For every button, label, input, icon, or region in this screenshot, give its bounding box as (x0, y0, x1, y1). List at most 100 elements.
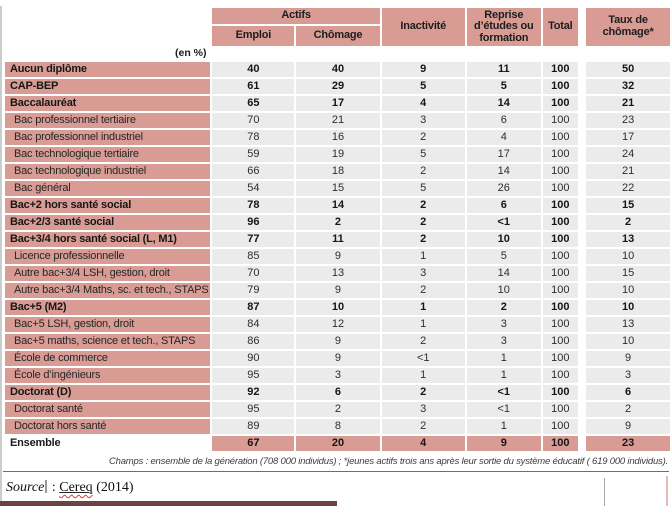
cell-reprise: <1 (466, 402, 541, 417)
cell-emploi: 95 (212, 368, 295, 383)
header-actifs: Actifs (212, 8, 380, 24)
cell-total: 100 (542, 164, 578, 179)
cell-emploi: 61 (212, 79, 295, 94)
cell-taux: 9 (586, 419, 670, 434)
table-row: Bac+2/3 santé social 96 2 2 <1 100 2 (5, 215, 670, 230)
row-label: Bac+3/4 hors santé social (L, M1) (5, 232, 211, 247)
column-gap (580, 164, 584, 179)
row-label: Autre bac+3/4 Maths, sc. et tech., STAPS (5, 283, 211, 298)
column-gap (580, 368, 584, 383)
column-gap (580, 351, 584, 366)
cell-total: 100 (542, 62, 578, 77)
header-chomage: Chômage (296, 26, 380, 46)
cell-reprise: 11 (466, 62, 541, 77)
column-gap (580, 402, 584, 417)
table-row: Baccalauréat 65 17 4 14 100 21 (5, 96, 670, 111)
column-gap (580, 317, 584, 332)
cell-total: 100 (542, 419, 578, 434)
cell-emploi: 89 (212, 419, 295, 434)
row-label: Bac+2/3 santé social (5, 215, 211, 230)
cell-chomage: 17 (296, 96, 380, 111)
cell-inactivite: 2 (381, 130, 465, 145)
cell-chomage: 15 (296, 181, 380, 196)
cell-total: 100 (542, 436, 578, 451)
cell-chomage: 8 (296, 419, 380, 434)
column-gap (580, 113, 584, 128)
cell-chomage: 9 (296, 334, 380, 349)
cell-chomage: 10 (296, 300, 380, 315)
cell-total: 100 (542, 79, 578, 94)
cell-emploi: 70 (212, 113, 295, 128)
cell-taux: 3 (586, 368, 670, 383)
cell-emploi: 95 (212, 402, 295, 417)
row-label: Bac+5 LSH, gestion, droit (5, 317, 211, 332)
cell-inactivite: 9 (381, 62, 465, 77)
table-footnote: Champs : ensemble de la génération (708 … (3, 453, 669, 472)
header-total: Total (542, 8, 578, 46)
cell-reprise: 14 (466, 164, 541, 179)
diploma-employment-table: Actifs Inactivité Reprise d’études ou fo… (3, 6, 672, 453)
cell-inactivite: 3 (381, 113, 465, 128)
cell-total: 100 (542, 96, 578, 111)
cell-total: 100 (542, 249, 578, 264)
cell-inactivite: 2 (381, 419, 465, 434)
source-year: (2014) (92, 480, 134, 495)
cell-total: 100 (542, 113, 578, 128)
cell-chomage: 40 (296, 62, 380, 77)
table-right-border (666, 476, 668, 506)
cell-reprise: 5 (466, 79, 541, 94)
cell-chomage: 9 (296, 283, 380, 298)
row-label: Aucun diplôme (5, 62, 211, 77)
column-gap (580, 96, 584, 111)
cell-taux: 10 (586, 300, 670, 315)
row-label: Ensemble (10, 436, 61, 449)
header-reprise: Reprise d’études ou formation (466, 8, 541, 46)
column-gap (580, 283, 584, 298)
cell-taux: 13 (586, 317, 670, 332)
table-body: Aucun diplôme 40 40 9 11 100 50 CAP-BEP 61 29 5 5 10… (5, 62, 670, 451)
table-row: Bac+3/4 hors santé social (L, M1) 77 11 2 10… (5, 232, 670, 247)
cell-emploi: 78 (212, 198, 295, 213)
cell-inactivite: 2 (381, 385, 465, 400)
cell-chomage: 16 (296, 130, 380, 145)
cell-chomage: 14 (296, 198, 380, 213)
cell-reprise: <1 (466, 385, 541, 400)
cell-inactivite: 5 (381, 79, 465, 94)
source-org: Cereq (59, 480, 93, 495)
cell-taux: 10 (586, 283, 670, 298)
table-row: Ensemble 67 20 4 9 100 23 (5, 436, 670, 451)
cell-emploi: 85 (212, 249, 295, 264)
cell-total: 100 (542, 215, 578, 230)
cell-inactivite: 2 (381, 164, 465, 179)
cell-total: 100 (542, 385, 578, 400)
cell-emploi: 66 (212, 164, 295, 179)
row-label: Autre bac+3/4 LSH, gestion, droit (5, 266, 211, 281)
cell-reprise: 10 (466, 232, 541, 247)
table-row: Bac professionnel tertiaire 70 21 3 6 100 23 (5, 113, 670, 128)
cell-inactivite: 1 (381, 300, 465, 315)
column-gap (580, 232, 584, 247)
cell-reprise: 3 (466, 334, 541, 349)
cell-taux: 2 (586, 402, 670, 417)
cell-inactivite: 2 (381, 283, 465, 298)
cell-reprise: 14 (466, 96, 541, 111)
cell-emploi: 40 (212, 62, 295, 77)
cell-taux: 10 (586, 334, 670, 349)
column-gap (580, 8, 584, 46)
header-blank-cell (5, 8, 210, 46)
cell-total: 100 (542, 130, 578, 145)
cell-reprise: 5 (466, 249, 541, 264)
cell-chomage: 6 (296, 385, 380, 400)
cell-total: 100 (542, 181, 578, 196)
cell-reprise: 17 (466, 147, 541, 162)
table-row: Doctorat hors santé 89 8 2 1 100 9 (5, 419, 670, 434)
row-label: Bac technologique tertiaire (5, 147, 211, 162)
source-line[interactable]: Source : Cereq (2014) (6, 480, 672, 496)
table-row: Doctorat (D) 92 6 2 <1 100 6 (5, 385, 670, 400)
cell-inactivite: 1 (381, 368, 465, 383)
unit-label: (en %) (174, 48, 207, 60)
column-gap (580, 62, 584, 77)
cell-reprise: 4 (466, 130, 541, 145)
table-row: CAP-BEP 61 29 5 5 100 32 (5, 79, 670, 94)
cell-reprise: 3 (466, 317, 541, 332)
